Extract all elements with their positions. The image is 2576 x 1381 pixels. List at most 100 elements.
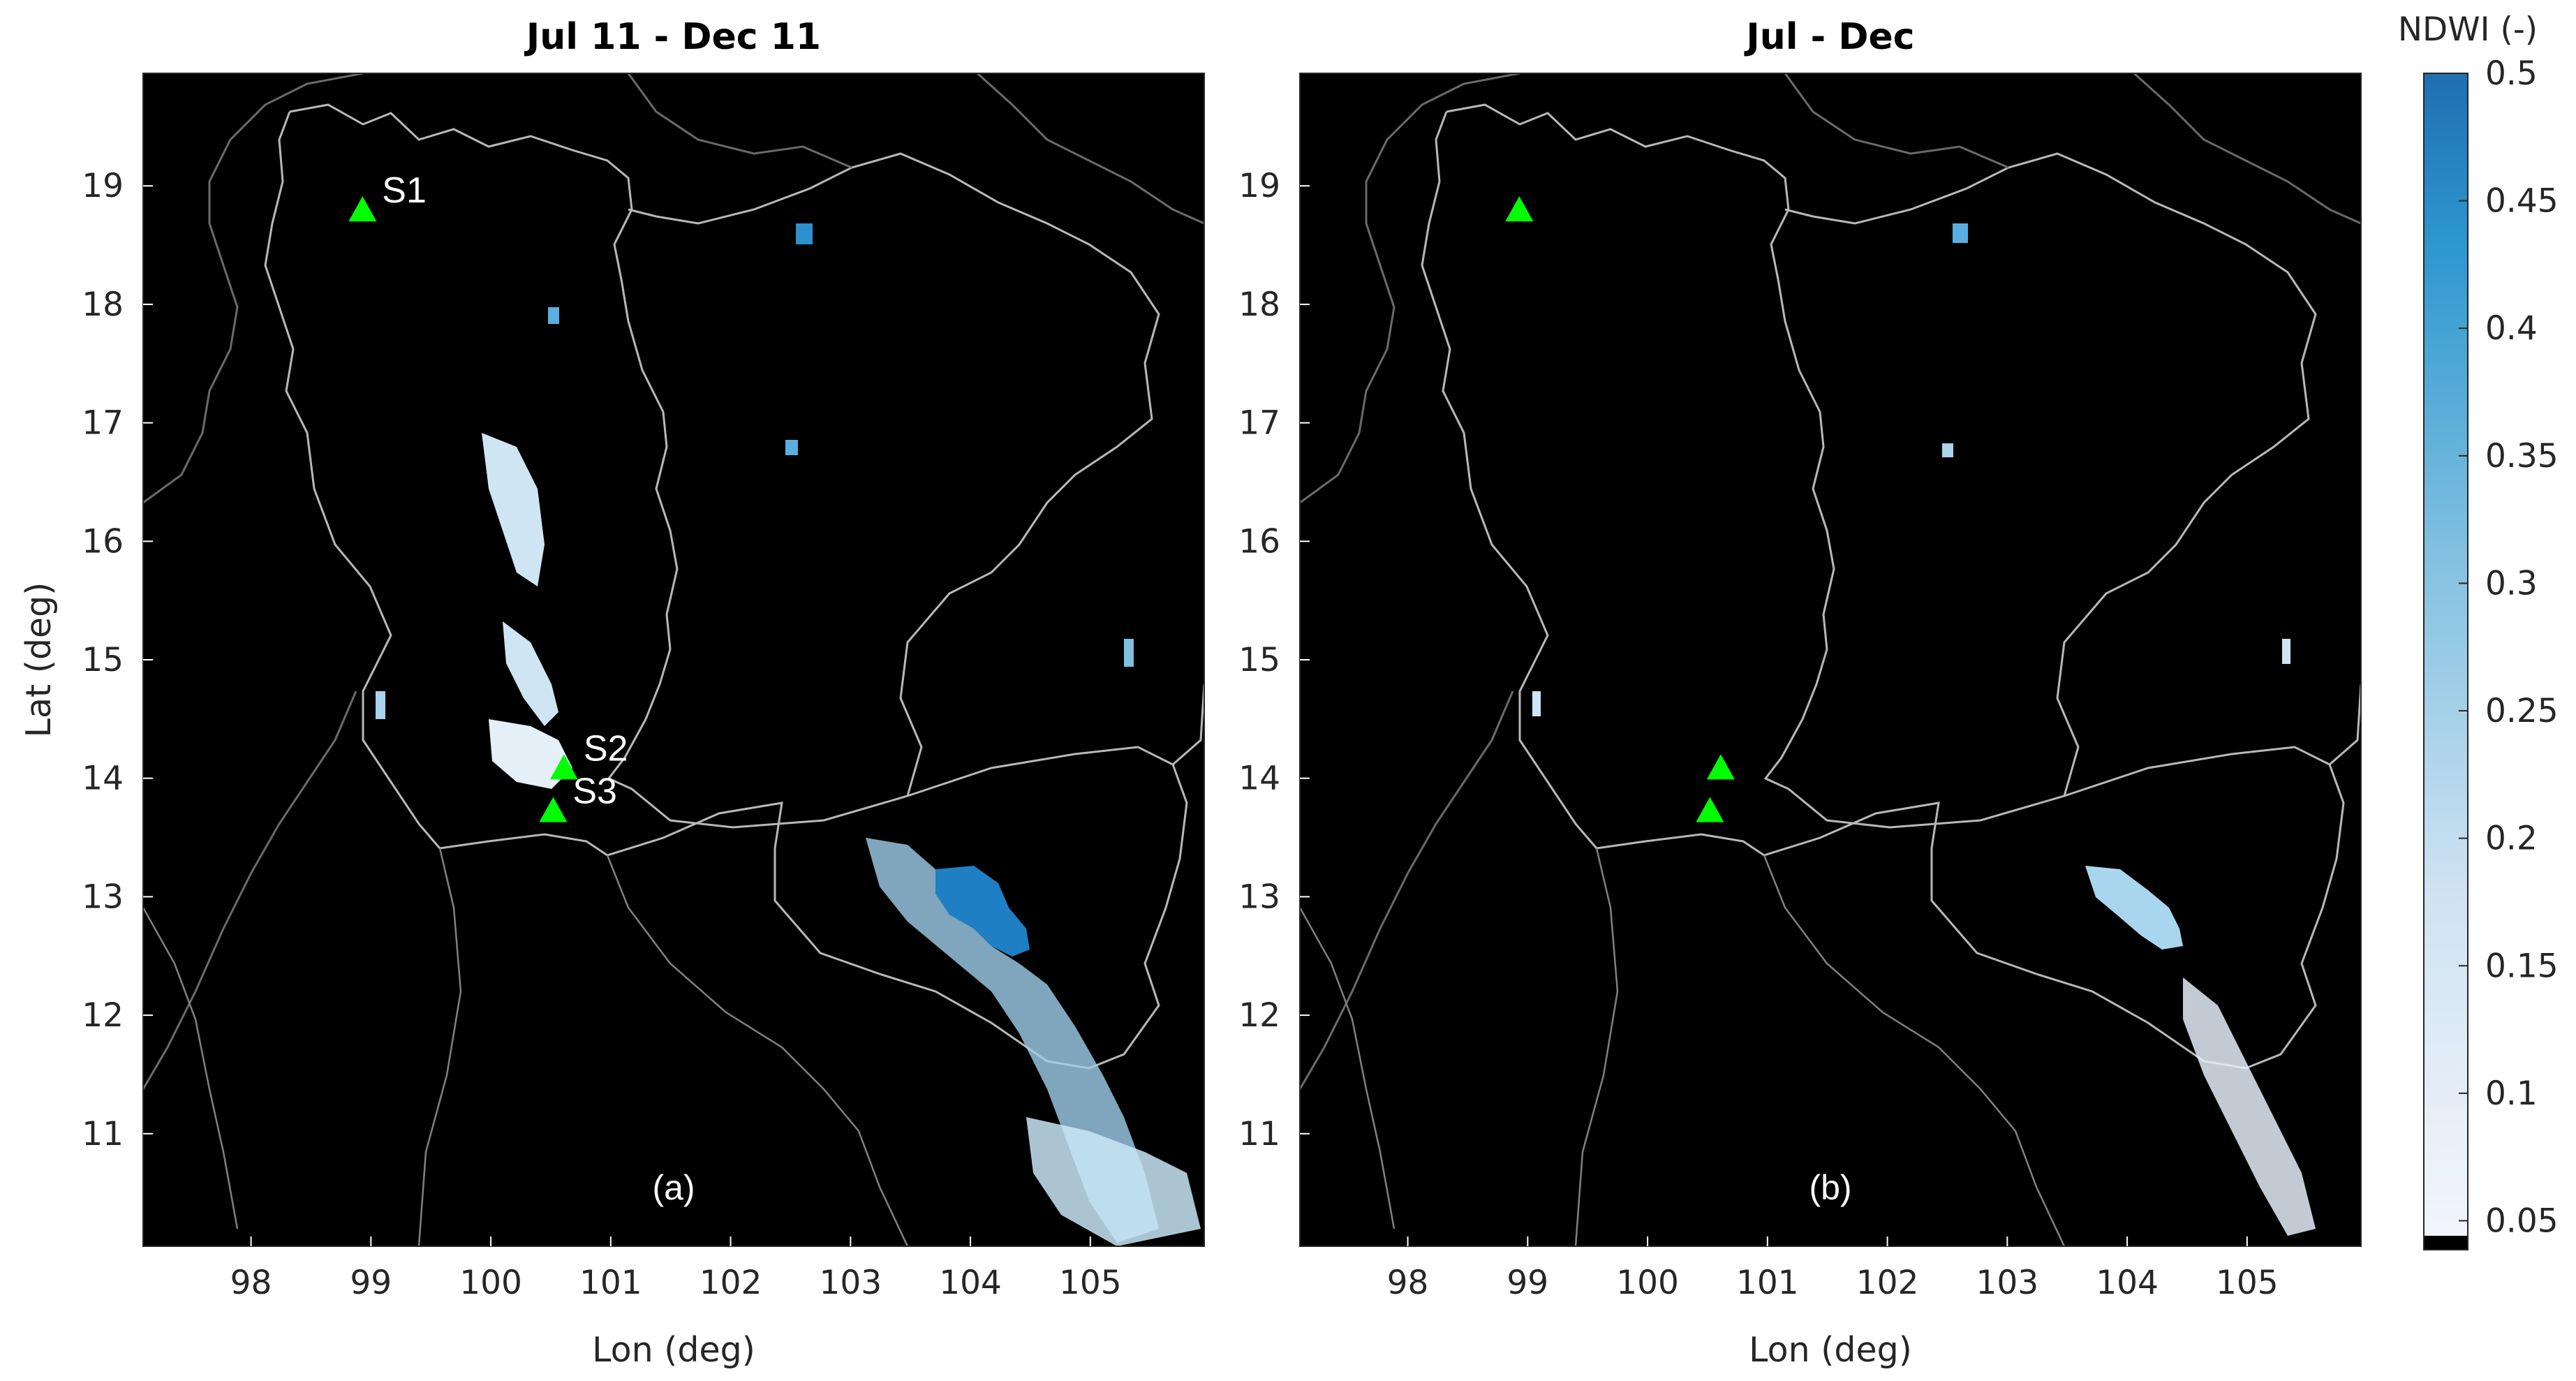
xtick-label: 101	[579, 1264, 642, 1302]
station-marker	[348, 196, 377, 222]
laos-vietnam-border	[976, 73, 1204, 225]
station-marker	[539, 797, 568, 822]
east-gulf-coast	[606, 855, 909, 1246]
central-plain-flood	[489, 719, 572, 789]
panel-a-map-background	[143, 73, 1204, 1246]
colorbar-tick-label: 0.25	[2485, 692, 2559, 730]
panel-a-yticks: 11 12 13 14 15 16 17 18 19	[82, 167, 153, 1153]
xtick-label: 105	[2216, 1264, 2279, 1302]
colorbar: NDWI (-) 0.05 0.1 0.15 0.2 0.25 0.3 0.35 0.4 0.4…	[2398, 10, 2559, 1250]
panel-b-xticks: 98 99 100 101 102 103 104 105	[1387, 1236, 2279, 1302]
xtick-label: 101	[1736, 1264, 1799, 1302]
xtick-label: 104	[2096, 1264, 2159, 1302]
ytick-label: 11	[82, 1115, 124, 1153]
xtick-label: 102	[699, 1264, 762, 1302]
ytick-label: 12	[82, 996, 124, 1035]
panel-b-title: Jul - Dec	[1744, 16, 1914, 58]
colorbar-tick-label: 0.5	[2485, 54, 2538, 93]
reservoir-north-east	[796, 223, 813, 244]
ytick-label: 15	[82, 641, 124, 679]
ytick-label: 17	[1238, 404, 1280, 443]
chao-phraya-flood-lower	[503, 621, 558, 726]
colorbar-below-range	[2424, 1236, 2468, 1250]
panel-a-ylabel: Lat (deg)	[19, 582, 59, 738]
ytick-label: 11	[1238, 1115, 1280, 1153]
reservoir-east	[1124, 639, 1134, 667]
panel-a-xticks: 98 99 100 101 102 103 104 105	[230, 1236, 1122, 1302]
reservoir-north-east-b	[1953, 223, 1968, 243]
xtick-label: 102	[1856, 1264, 1919, 1302]
cambodia-vietnam-border	[1172, 684, 1204, 766]
station-label: S2	[584, 728, 628, 769]
reservoir-northeast-small-b	[1942, 443, 1953, 457]
panel-b-water-pixels	[1532, 223, 2316, 1236]
panel-a-title: Jul 11 - Dec 11	[524, 16, 821, 58]
china-border	[627, 73, 852, 169]
ytick-label: 16	[1238, 522, 1280, 561]
andaman-coast	[143, 907, 239, 1229]
xtick-label: 103	[819, 1264, 882, 1302]
colorbar-ticks: 0.05 0.1 0.15 0.2 0.25 0.3 0.35 0.4 0.45 0.5	[2459, 54, 2559, 1240]
panel-b-stations	[1505, 196, 1735, 822]
reservoir-central-west	[376, 691, 385, 719]
mekong-water-b	[2183, 977, 2316, 1236]
colorbar-tick-label: 0.1	[2485, 1074, 2538, 1113]
gulf-of-thailand-coast	[417, 848, 462, 1246]
myanmar-border-south	[143, 690, 357, 1090]
colorbar-tick-label: 0.05	[2485, 1202, 2559, 1240]
reservoir-northeast-small	[785, 440, 798, 455]
station-marker	[1706, 754, 1735, 780]
xtick-label: 99	[1507, 1264, 1548, 1302]
thailand-border	[289, 103, 1188, 1070]
panel-a-label: (a)	[652, 1168, 695, 1207]
xtick-label: 104	[939, 1264, 1002, 1302]
ytick-label: 19	[82, 167, 124, 205]
panel-a-xlabel: Lon (deg)	[592, 1330, 755, 1370]
colorbar-tick-label: 0.15	[2485, 947, 2559, 985]
ytick-label: 14	[82, 760, 124, 798]
colorbar-tick-label: 0.2	[2485, 820, 2538, 858]
station-marker	[1696, 797, 1724, 822]
reservoir-east-b	[2282, 639, 2290, 664]
colorbar-frame	[2423, 73, 2468, 1250]
xtick-label: 103	[1976, 1264, 2038, 1302]
tonle-sap-lake	[935, 866, 1030, 957]
panel-a: Jul 11 - Dec 11	[19, 16, 1205, 1370]
station-label: S1	[382, 170, 427, 211]
thailand-border-west	[264, 111, 441, 849]
xtick-label: 100	[1616, 1264, 1679, 1302]
panel-b-label: (b)	[1809, 1168, 1851, 1207]
reservoir-central-west-b	[1532, 691, 1541, 716]
ytick-label: 13	[1238, 878, 1280, 916]
station-marker	[1505, 196, 1534, 222]
ytick-label: 15	[1238, 641, 1280, 679]
chao-phraya-flood-upper	[482, 433, 545, 586]
colorbar-tick-label: 0.3	[2485, 564, 2538, 603]
tonle-sap-lake-b	[2085, 866, 2183, 950]
colorbar-title: NDWI (-)	[2398, 10, 2538, 49]
panel-a-water-pixels	[376, 223, 1201, 1246]
xtick-label: 98	[1387, 1264, 1429, 1302]
panel-a-country-borders	[143, 73, 1204, 1090]
colorbar-tick-label: 0.4	[2485, 309, 2538, 348]
colorbar-gradient	[2424, 73, 2468, 1246]
ytick-label: 13	[82, 878, 124, 916]
mekong-delta-water	[1026, 1117, 1201, 1246]
panel-a-coastline	[143, 848, 909, 1246]
colorbar-tick-label: 0.35	[2485, 437, 2559, 475]
colorbar-tick-label: 0.45	[2485, 182, 2559, 221]
station-marker	[549, 754, 578, 780]
xtick-label: 100	[459, 1264, 522, 1302]
ytick-label: 18	[82, 286, 124, 324]
myanmar-border	[143, 73, 364, 504]
xtick-label: 98	[230, 1264, 272, 1302]
ytick-label: 12	[1238, 996, 1280, 1035]
ytick-label: 19	[1238, 167, 1280, 205]
panel-b-yticks: 11 12 13 14 15 16 17 18 19	[1238, 167, 1310, 1153]
panel-b-map-background	[1300, 73, 2361, 1246]
ytick-label: 16	[82, 522, 124, 561]
xtick-label: 105	[1059, 1264, 1122, 1302]
panel-b-xlabel: Lon (deg)	[1749, 1330, 1912, 1370]
